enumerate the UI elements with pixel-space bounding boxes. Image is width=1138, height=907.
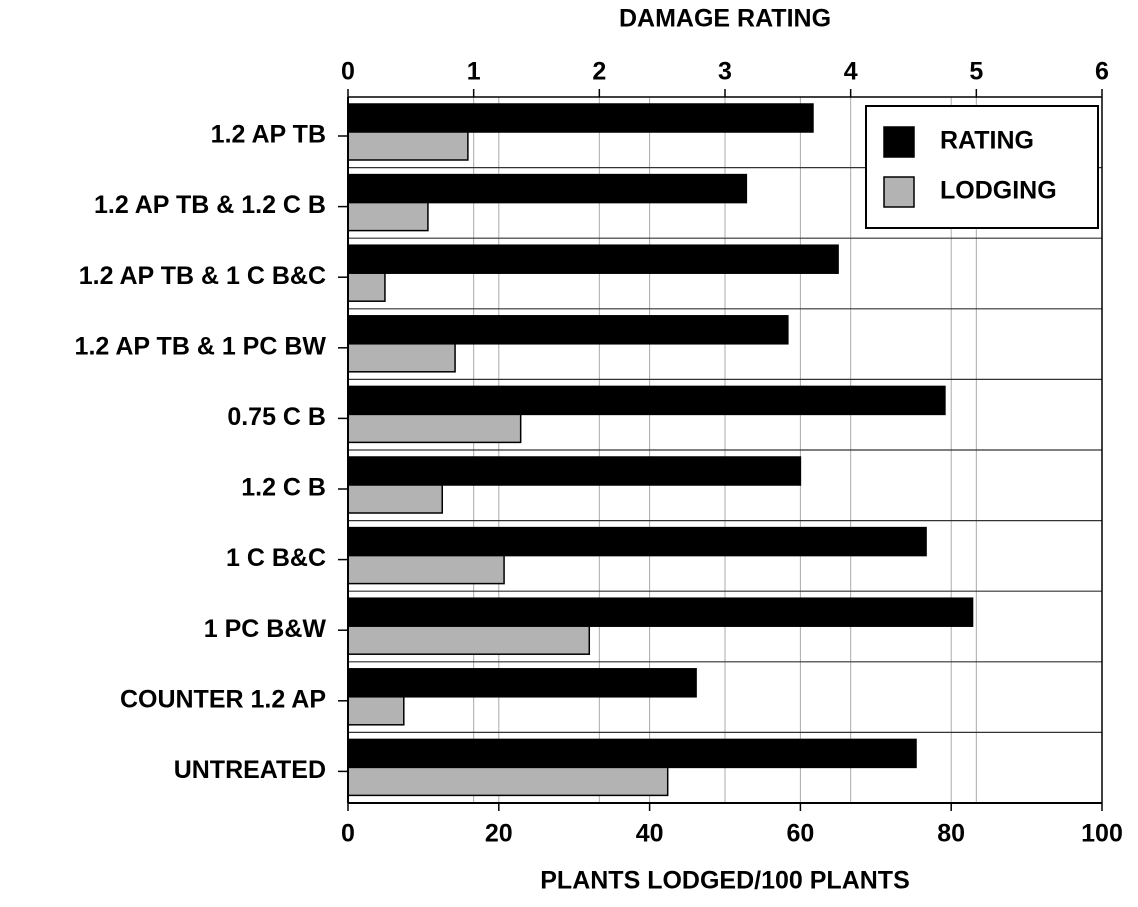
bar [347,696,405,726]
legend-box [865,105,1099,229]
x2-tick-label: 1 [467,58,481,86]
x-tick-label: 0 [341,820,355,848]
x-tick-label: 80 [937,820,965,848]
top-axis-title: DAMAGE RATING [619,5,831,33]
bar [347,625,591,655]
bottom-axis-title: PLANTS LODGED/100 PLANTS [540,867,910,895]
legend-swatch [883,176,915,208]
bar [347,315,789,345]
y-tick-label: COUNTER 1.2 AP [120,685,326,713]
y-tick-label: 1 C B&C [226,544,326,572]
x-tick-label: 100 [1081,820,1123,848]
y-tick-label: 1 PC B&W [204,615,327,643]
x2-tick-label: 0 [341,58,355,86]
bar [347,244,839,274]
legend-label: RATING [940,127,1034,155]
bar [347,131,469,161]
y-tick-label: UNTREATED [174,756,326,784]
bar [347,413,522,444]
x2-tick-label: 4 [844,58,858,86]
x2-tick-label: 5 [969,58,983,86]
x2-tick-label: 2 [592,58,606,86]
bar [347,738,917,769]
x-tick-label: 20 [485,820,513,848]
legend-swatch [883,126,915,158]
bar [347,456,802,486]
bar [347,201,429,232]
bar [347,103,814,133]
x-tick-label: 40 [636,820,664,848]
y-tick-label: 1.2 AP TB & 1.2 C B [94,191,326,219]
bar [347,597,974,627]
x-tick-label: 60 [786,820,814,848]
x2-tick-label: 3 [718,58,732,86]
y-tick-label: 1.2 AP TB [211,121,326,149]
bar [347,484,443,514]
y-tick-label: 1.2 AP TB & 1 PC BW [75,332,327,360]
bar [347,385,946,416]
bar [347,343,456,373]
bar [347,272,386,302]
bar [347,526,927,557]
bar [347,766,669,797]
y-tick-label: 1.2 C B [241,474,326,502]
y-tick-label: 0.75 C B [227,403,326,431]
bar [347,554,505,585]
legend-label: LODGING [940,177,1057,205]
bar [347,173,748,204]
bar [347,668,697,698]
x2-tick-label: 6 [1095,58,1109,86]
y-tick-label: 1.2 AP TB & 1 C B&C [79,262,326,290]
